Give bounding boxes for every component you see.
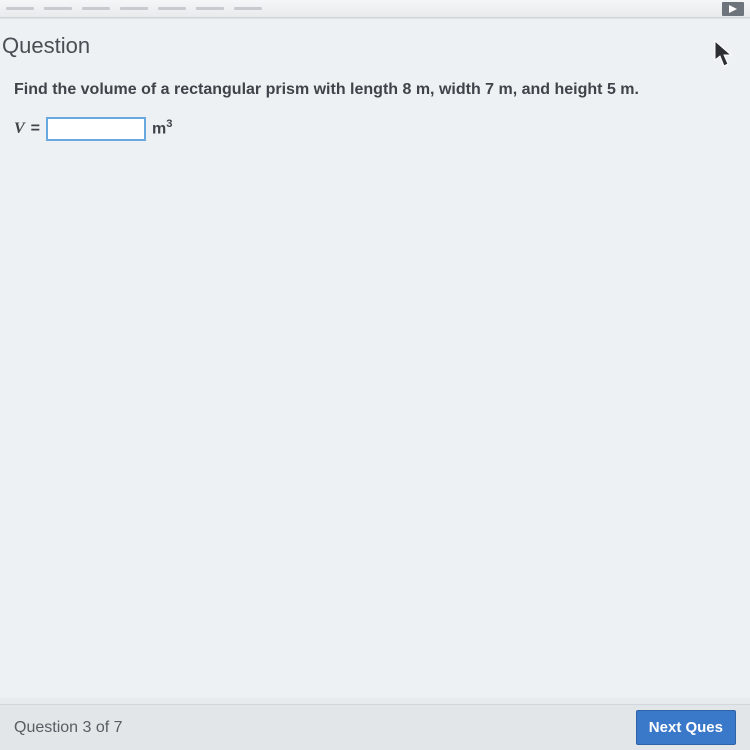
- toolbar-placeholder: [158, 7, 186, 10]
- cursor-icon: [714, 40, 734, 68]
- toolbar-placeholder: [44, 7, 72, 10]
- variable-label: V: [14, 120, 25, 138]
- toolbar-placeholder: [120, 7, 148, 10]
- toolbar-placeholder: [6, 7, 34, 10]
- toolbar-placeholder: [234, 7, 262, 10]
- window-toolbar: [0, 0, 750, 18]
- equals-sign: =: [31, 120, 40, 138]
- toolbar-placeholder: [196, 7, 224, 10]
- play-button[interactable]: [722, 2, 744, 16]
- volume-input[interactable]: [46, 117, 146, 141]
- answer-row: V = m3: [0, 115, 750, 143]
- toolbar-placeholder: [82, 7, 110, 10]
- unit-exponent: 3: [166, 118, 172, 130]
- unit-label: m3: [152, 118, 172, 138]
- progress-label: Question 3 of 7: [14, 719, 123, 737]
- section-heading: Question: [0, 29, 750, 73]
- footer-bar: Question 3 of 7 Next Ques: [0, 704, 750, 750]
- next-question-button[interactable]: Next Ques: [636, 710, 736, 745]
- unit-base: m: [152, 121, 166, 138]
- question-prompt: Find the volume of a rectangular prism w…: [0, 73, 750, 115]
- question-panel: Question Find the volume of a rectangula…: [0, 18, 750, 698]
